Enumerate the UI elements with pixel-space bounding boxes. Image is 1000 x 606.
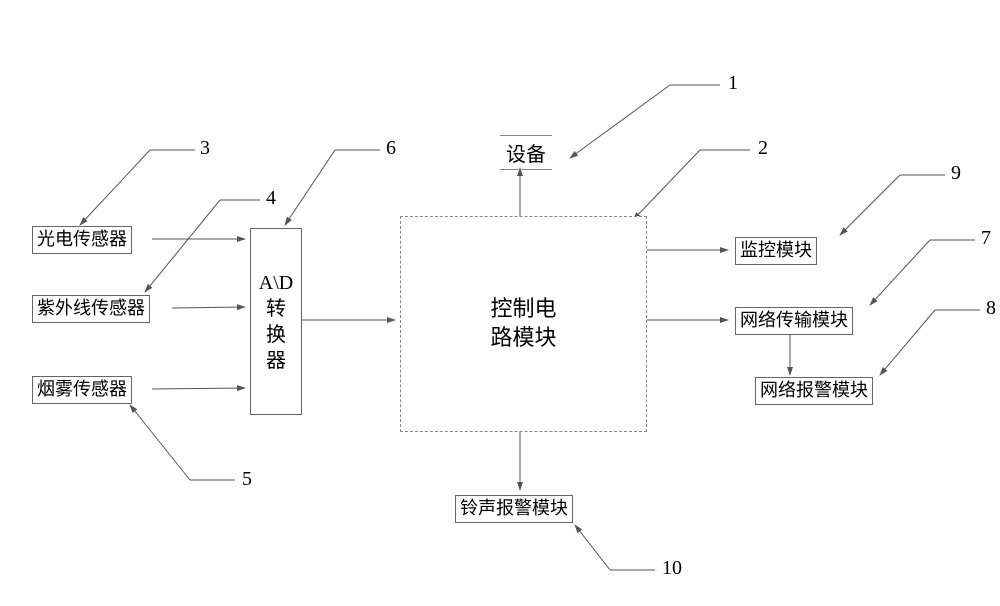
node-monitor: 监控模块	[735, 237, 817, 265]
callout-5: 5	[242, 468, 252, 491]
callout-4: 4	[266, 187, 276, 210]
callout-1: 1	[728, 72, 738, 95]
diagram-canvas: 设备 控制电 路模块 A\D 转 换 器 光电传感器 紫外线传感器 烟雾传感器 …	[0, 0, 1000, 606]
callout-7: 7	[981, 227, 991, 250]
callout-6: 6	[386, 137, 396, 160]
node-uv-sensor: 紫外线传感器	[32, 295, 150, 323]
node-net-transfer: 网络传输模块	[735, 307, 853, 335]
node-device: 设备	[500, 135, 552, 170]
node-ad-converter: A\D 转 换 器	[250, 228, 302, 415]
node-net-alarm: 网络报警模块	[755, 377, 873, 405]
node-photo-sensor: 光电传感器	[32, 226, 132, 254]
callout-9: 9	[951, 162, 961, 185]
callout-2: 2	[758, 137, 768, 160]
node-bell-alarm: 铃声报警模块	[455, 495, 573, 523]
callout-8: 8	[986, 297, 996, 320]
node-smoke-sensor: 烟雾传感器	[32, 376, 132, 404]
callout-10: 10	[662, 557, 682, 580]
callout-3: 3	[200, 137, 210, 160]
node-control: 控制电 路模块	[400, 216, 647, 432]
